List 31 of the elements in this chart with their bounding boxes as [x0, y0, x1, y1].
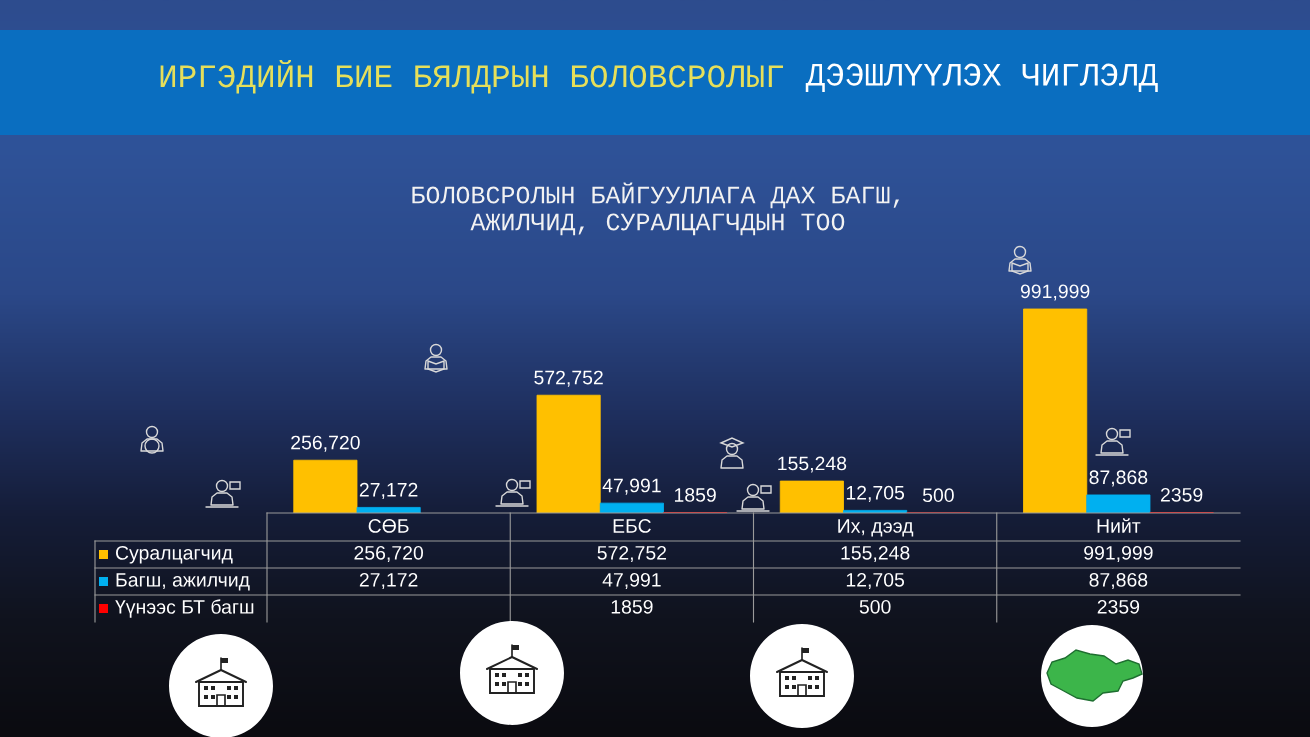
- data-label: 155,248: [841, 545, 910, 563]
- x-tick-label: СӨБ: [368, 519, 409, 533]
- x-tick-label: Нийт: [1097, 518, 1141, 533]
- legend-label: Багш, ажилчид: [116, 573, 250, 591]
- data-label: 87,868: [1089, 572, 1148, 590]
- text: 12,705: [846, 485, 905, 502]
- text: 155,248: [778, 456, 847, 473]
- chart-subtitle: БОЛОВСРОЛЫН БАЙГУУЛЛАГА ДАХ БАГШ, АЖИЛЧИД, СУРАЛЦАГЧДЫН ТОО: [412, 182, 899, 236]
- data-label: 500: [859, 599, 891, 614]
- data-label: 27,172: [359, 572, 418, 590]
- text: 256,720: [291, 435, 360, 452]
- text: 991,999: [1020, 284, 1090, 301]
- text: 47,991: [602, 478, 661, 495]
- data-label: 572,752: [597, 545, 667, 563]
- x-tick-label: ЕБС: [613, 519, 651, 533]
- text: 572,752: [534, 370, 603, 387]
- text: 2359: [1160, 487, 1203, 502]
- chart-title: ИРГЭДИЙН БИЕ БЯЛДРЫН БОЛОВСРОЛЫГ ДЭЭШЛҮҮЛЭХ ЧИГЛЭЛД: [160, 59, 1158, 94]
- legend-label: Үүнээс БТ багш: [115, 599, 254, 618]
- legend-label: Суралцагчид: [115, 545, 233, 564]
- data-label: 47,991: [602, 572, 661, 590]
- data-label: 2359: [1097, 599, 1140, 614]
- text: 27,172: [359, 482, 418, 499]
- data-label: 991,999: [1084, 545, 1153, 563]
- text: 1859: [674, 488, 716, 502]
- data-label: 12,705: [846, 572, 905, 590]
- data-label: 256,720: [354, 545, 424, 563]
- x-tick-label: Их, дээд: [838, 519, 914, 537]
- text: 500: [922, 488, 954, 503]
- data-label: 1859: [611, 599, 653, 614]
- text: 87,868: [1089, 470, 1148, 487]
